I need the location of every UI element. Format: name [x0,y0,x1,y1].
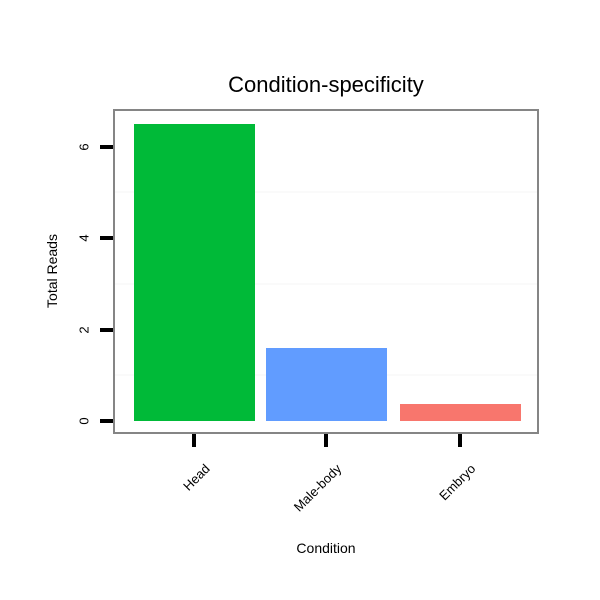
minor-gridline [115,282,537,285]
y-tick-label: 6 [76,142,92,151]
y-axis-tick [100,144,113,149]
y-axis-tick [100,419,113,423]
x-axis-tick [458,434,462,447]
minor-gridline [115,191,537,194]
x-category-label: Embryo [436,461,479,504]
x-axis-tick [324,434,328,447]
y-axis-tick [100,327,113,332]
x-axis-title: Condition [296,540,356,556]
y-axis-tick [100,236,113,240]
y-tick-label: 0 [76,417,92,425]
bar-head [133,123,255,421]
x-category-label: Head [180,461,213,494]
bar-embryo [399,404,521,421]
y-tick-label: 2 [76,325,92,334]
plot-panel [113,109,539,434]
y-tick-label: 4 [76,234,92,242]
chart-title: Condition-specificity [228,72,424,97]
bar-male-body [265,347,387,421]
y-axis-title: Total Reads [44,234,60,308]
x-category-label: Male-body [291,461,345,515]
x-axis-tick [192,434,196,447]
